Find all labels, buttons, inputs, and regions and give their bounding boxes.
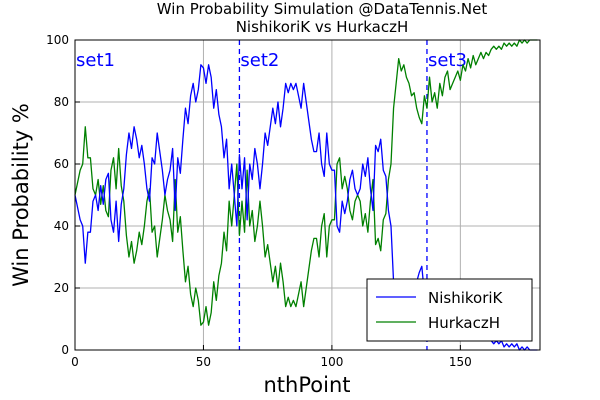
- grid: [75, 40, 540, 350]
- chart-title: Win Probability Simulation @DataTennis.N…: [157, 0, 488, 18]
- set-markers: set1 set2 set3: [76, 40, 467, 350]
- y-tick-label: 100: [46, 33, 69, 47]
- y-axis-label: Win Probability %: [9, 103, 33, 287]
- y-tick-label: 60: [54, 157, 69, 171]
- x-tick-label: 0: [71, 355, 79, 369]
- x-tick-label: 150: [449, 355, 472, 369]
- x-tick-label: 50: [196, 355, 211, 369]
- legend-box: [366, 278, 533, 342]
- set-label: set1: [76, 50, 115, 71]
- y-tick-label: 20: [54, 281, 69, 295]
- set-label: set3: [428, 50, 467, 71]
- y-axis-ticks: 0 20 40 60 80 100: [46, 33, 80, 357]
- legend-label-hurkacz: HurkaczH: [428, 314, 500, 332]
- set-label: set2: [240, 50, 279, 71]
- x-axis-label: nthPoint: [264, 373, 351, 397]
- chart-subtitle: NishikoriK vs HurkaczH: [236, 18, 409, 36]
- y-tick-label: 0: [61, 343, 69, 357]
- x-axis-ticks: 0 50 100 150: [71, 345, 472, 369]
- series-line-HurkaczH: [74, 39, 538, 326]
- plot-frame: [74, 39, 541, 351]
- x-tick-label: 100: [320, 355, 343, 369]
- y-tick-label: 40: [54, 219, 69, 233]
- y-tick-label: 80: [54, 95, 69, 109]
- legend-label-nishikori: NishikoriK: [428, 289, 504, 307]
- legend: NishikoriK HurkaczH: [366, 278, 533, 342]
